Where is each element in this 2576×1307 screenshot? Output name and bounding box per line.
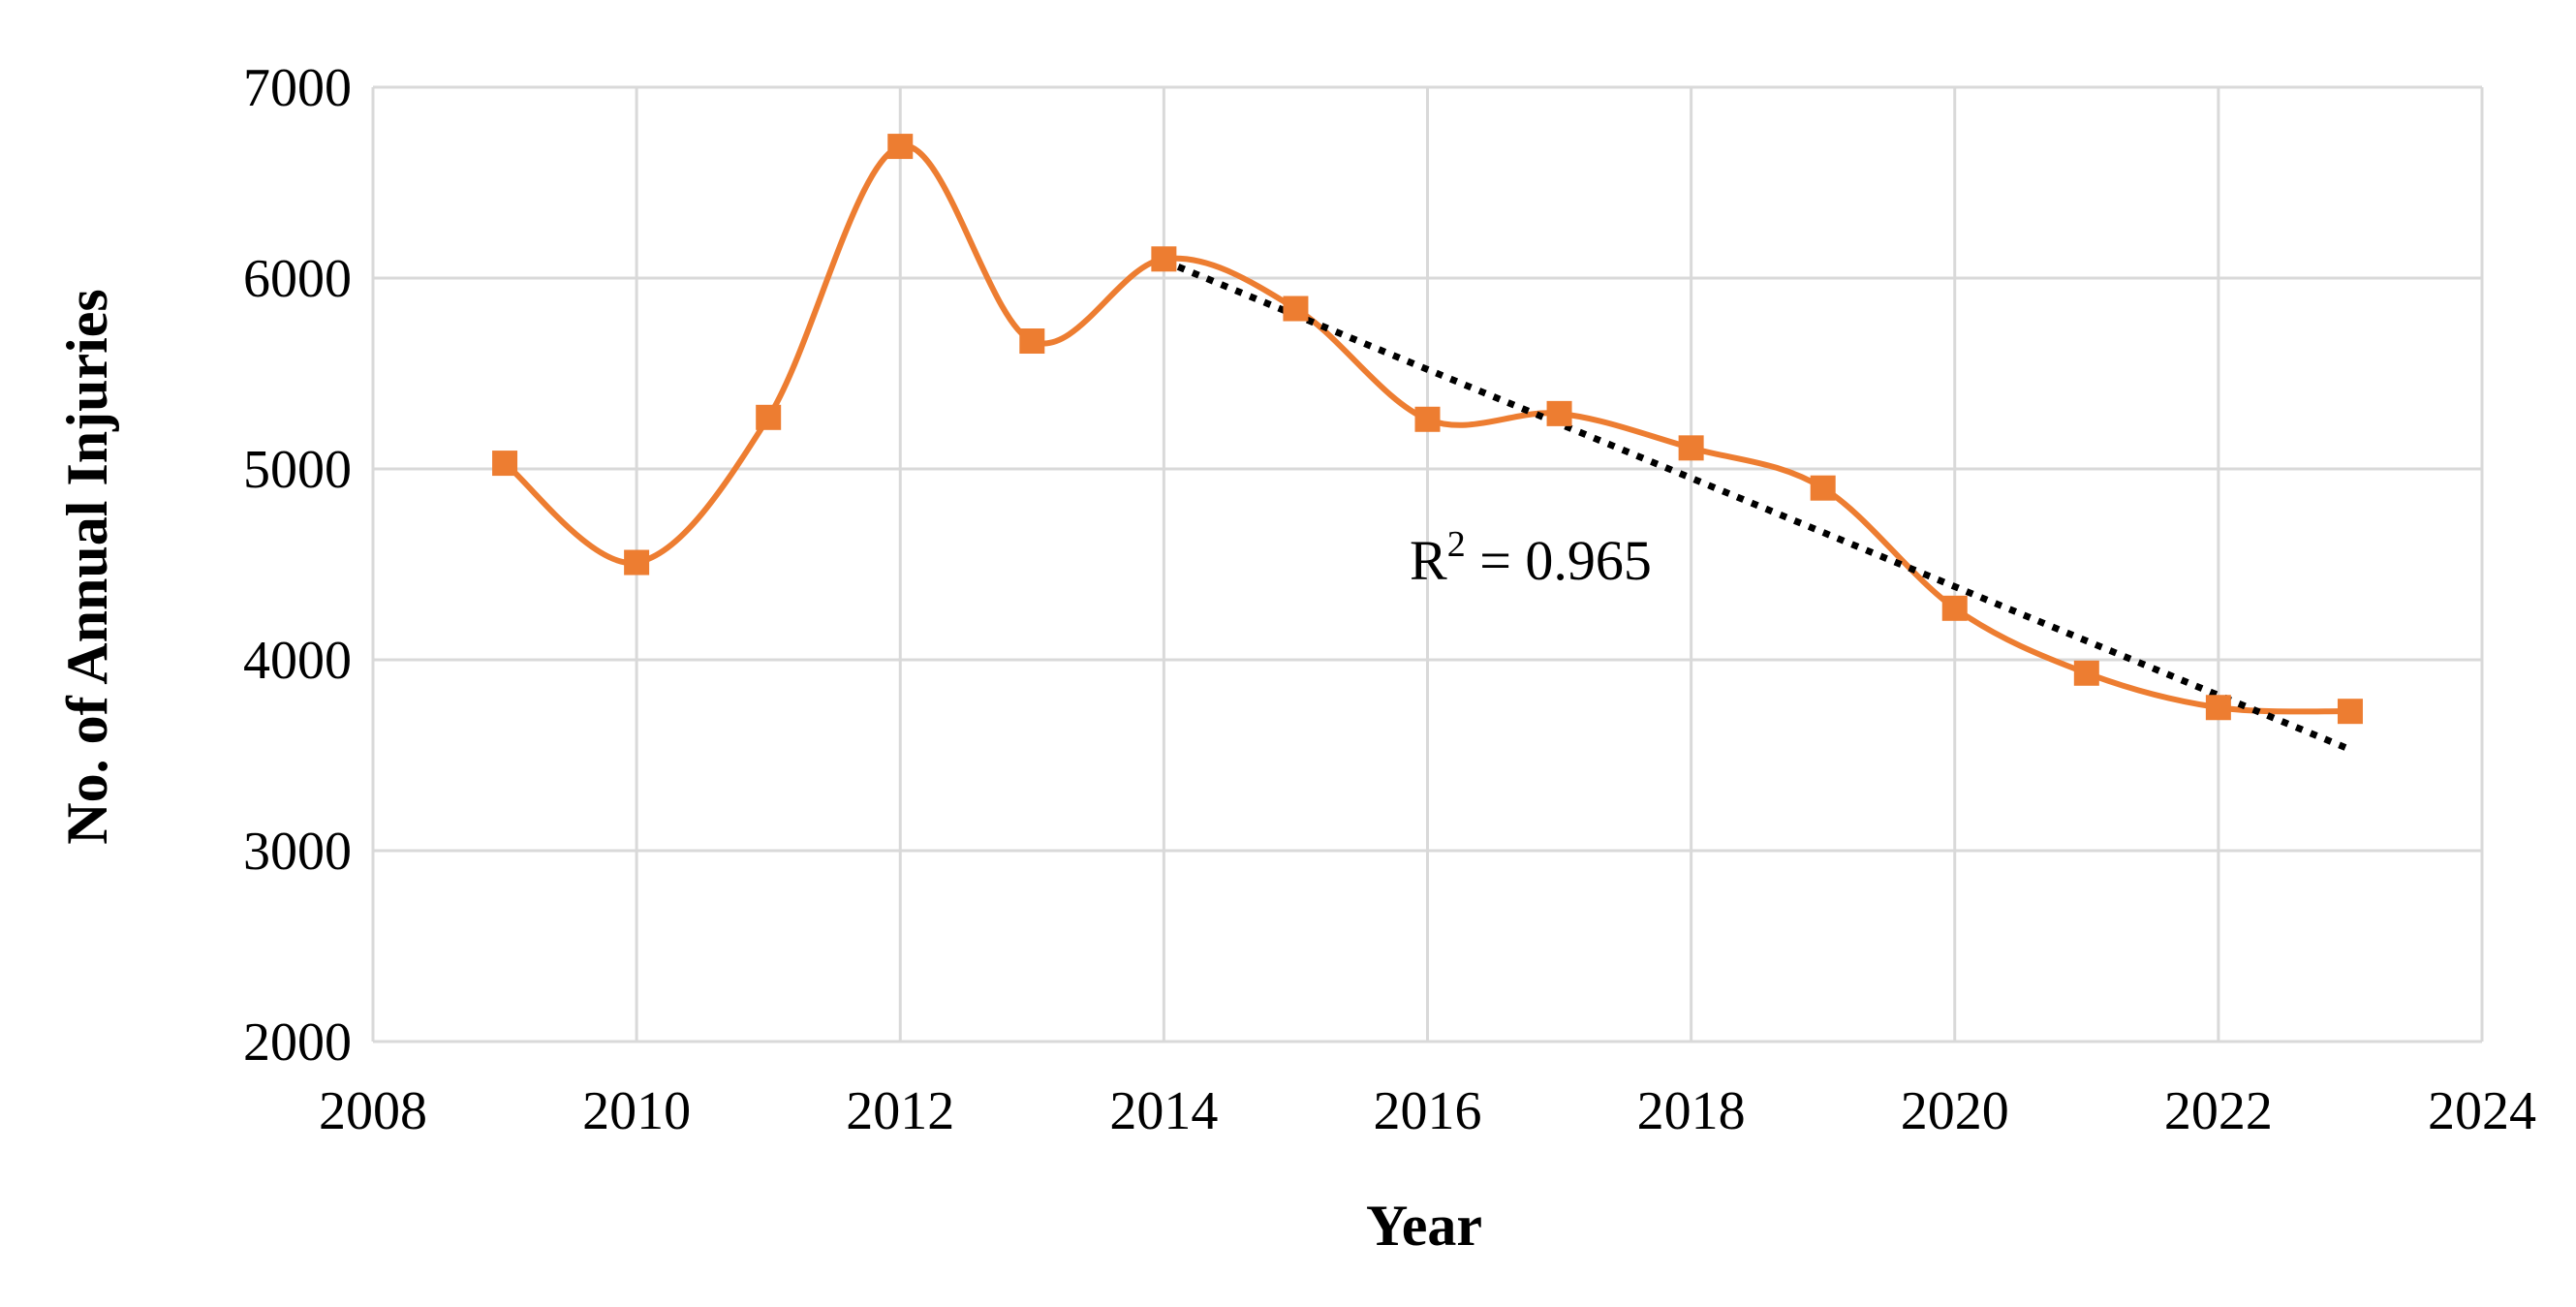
data-point-marker: [756, 404, 782, 430]
marker-layer: [492, 134, 2363, 725]
trendline-layer: [1163, 258, 2352, 753]
y-axis-title: No. of Annual Injuries: [55, 289, 119, 844]
x-tick-label: 2008: [319, 1081, 427, 1141]
data-point-marker: [1546, 400, 1572, 426]
data-point-marker: [1151, 246, 1177, 272]
data-point-marker: [1941, 595, 1968, 621]
x-axis-title: Year: [1366, 1194, 1482, 1258]
y-tick-label: 5000: [243, 440, 352, 500]
r-squared-annotation: R2 = 0.965: [1410, 524, 1652, 592]
x-tick-label: 2018: [1637, 1081, 1746, 1141]
x-tick-label: 2010: [582, 1081, 691, 1141]
y-tick-label: 3000: [243, 822, 352, 882]
r-squared-value: = 0.965: [1466, 529, 1652, 592]
y-tick-label: 7000: [243, 58, 352, 118]
data-point-marker: [887, 134, 914, 160]
data-point-marker: [492, 451, 518, 477]
data-point-marker: [2205, 695, 2231, 721]
x-tick-label: 2022: [2164, 1081, 2273, 1141]
grid-lines: [371, 85, 2484, 1043]
linear-trendline: [1163, 258, 2352, 753]
series-line: [503, 142, 2351, 715]
x-tick-label: 2012: [846, 1081, 954, 1141]
series-layer: [503, 142, 2351, 715]
r-squared-superscript: 2: [1447, 524, 1466, 565]
x-tick-label: 2020: [1901, 1081, 2009, 1141]
data-point-marker: [1019, 328, 1045, 355]
data-point-marker: [1283, 296, 1309, 322]
x-tick-label: 2014: [1109, 1081, 1218, 1141]
data-point-marker: [1414, 406, 1441, 432]
data-point-marker: [624, 549, 650, 576]
y-tick-label: 4000: [243, 631, 352, 691]
data-point-marker: [2073, 660, 2099, 686]
data-point-marker: [1678, 435, 1704, 461]
data-point-marker: [1810, 475, 1836, 501]
tick-labels: 2008 2010 2012 2014 2016 2018 2020 2022 2024 2000…: [243, 58, 2536, 1141]
y-tick-label: 2000: [243, 1012, 352, 1073]
x-tick-label: 2024: [2428, 1081, 2536, 1141]
x-tick-label: 2016: [1374, 1081, 1482, 1141]
r-squared-prefix: R: [1410, 529, 1447, 592]
y-tick-label: 6000: [243, 249, 352, 309]
data-point-marker: [2337, 699, 2363, 725]
